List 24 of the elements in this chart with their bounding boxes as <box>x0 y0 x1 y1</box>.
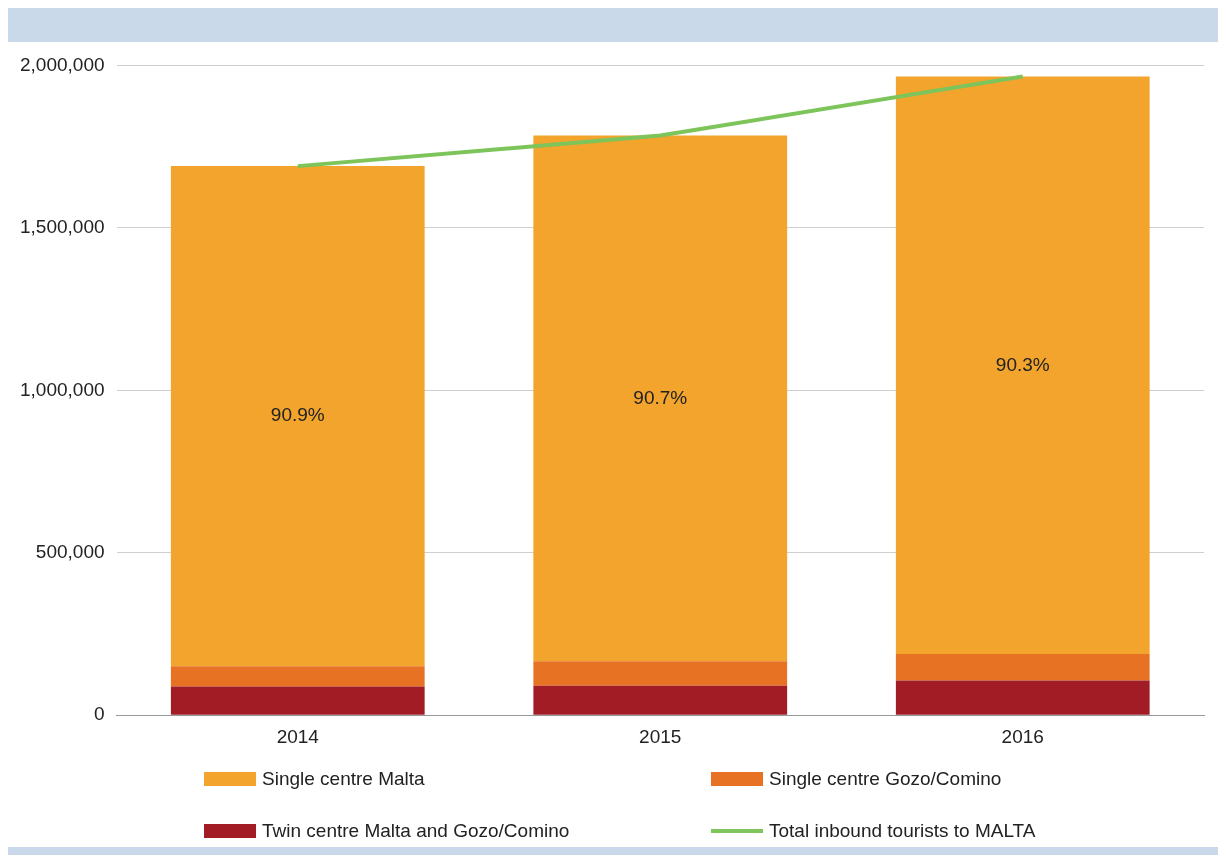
bar <box>170 166 425 667</box>
legend-label: Total inbound tourists to MALTA <box>769 820 1036 842</box>
legend-label: Single centre Gozo/Comino <box>769 768 1002 790</box>
annotation: 90.9% <box>270 404 325 426</box>
bar <box>533 661 788 686</box>
x-tick-label: 2015 <box>639 725 682 747</box>
bar <box>170 686 425 715</box>
x-tick-label: 2016 <box>1001 725 1044 747</box>
bar <box>533 135 788 662</box>
y-tick-label: 2,000,000 <box>19 53 105 75</box>
y-tick-label: 1,000,000 <box>19 378 105 400</box>
bar <box>895 76 1150 655</box>
y-tick-label: 0 <box>93 703 105 725</box>
legend-label: Twin centre Malta and Gozo/Comino <box>262 820 570 842</box>
x-tick-label: 2014 <box>276 725 320 747</box>
bar <box>895 654 1150 681</box>
annotation: 90.7% <box>633 386 688 408</box>
bar <box>533 685 788 715</box>
legend-label: Single centre Malta <box>262 768 425 790</box>
bar <box>895 680 1150 715</box>
y-tick-label: 500,000 <box>35 540 105 562</box>
annotation: 90.3% <box>995 353 1050 375</box>
bar <box>170 666 425 687</box>
y-tick-label: 1,500,000 <box>19 216 105 238</box>
